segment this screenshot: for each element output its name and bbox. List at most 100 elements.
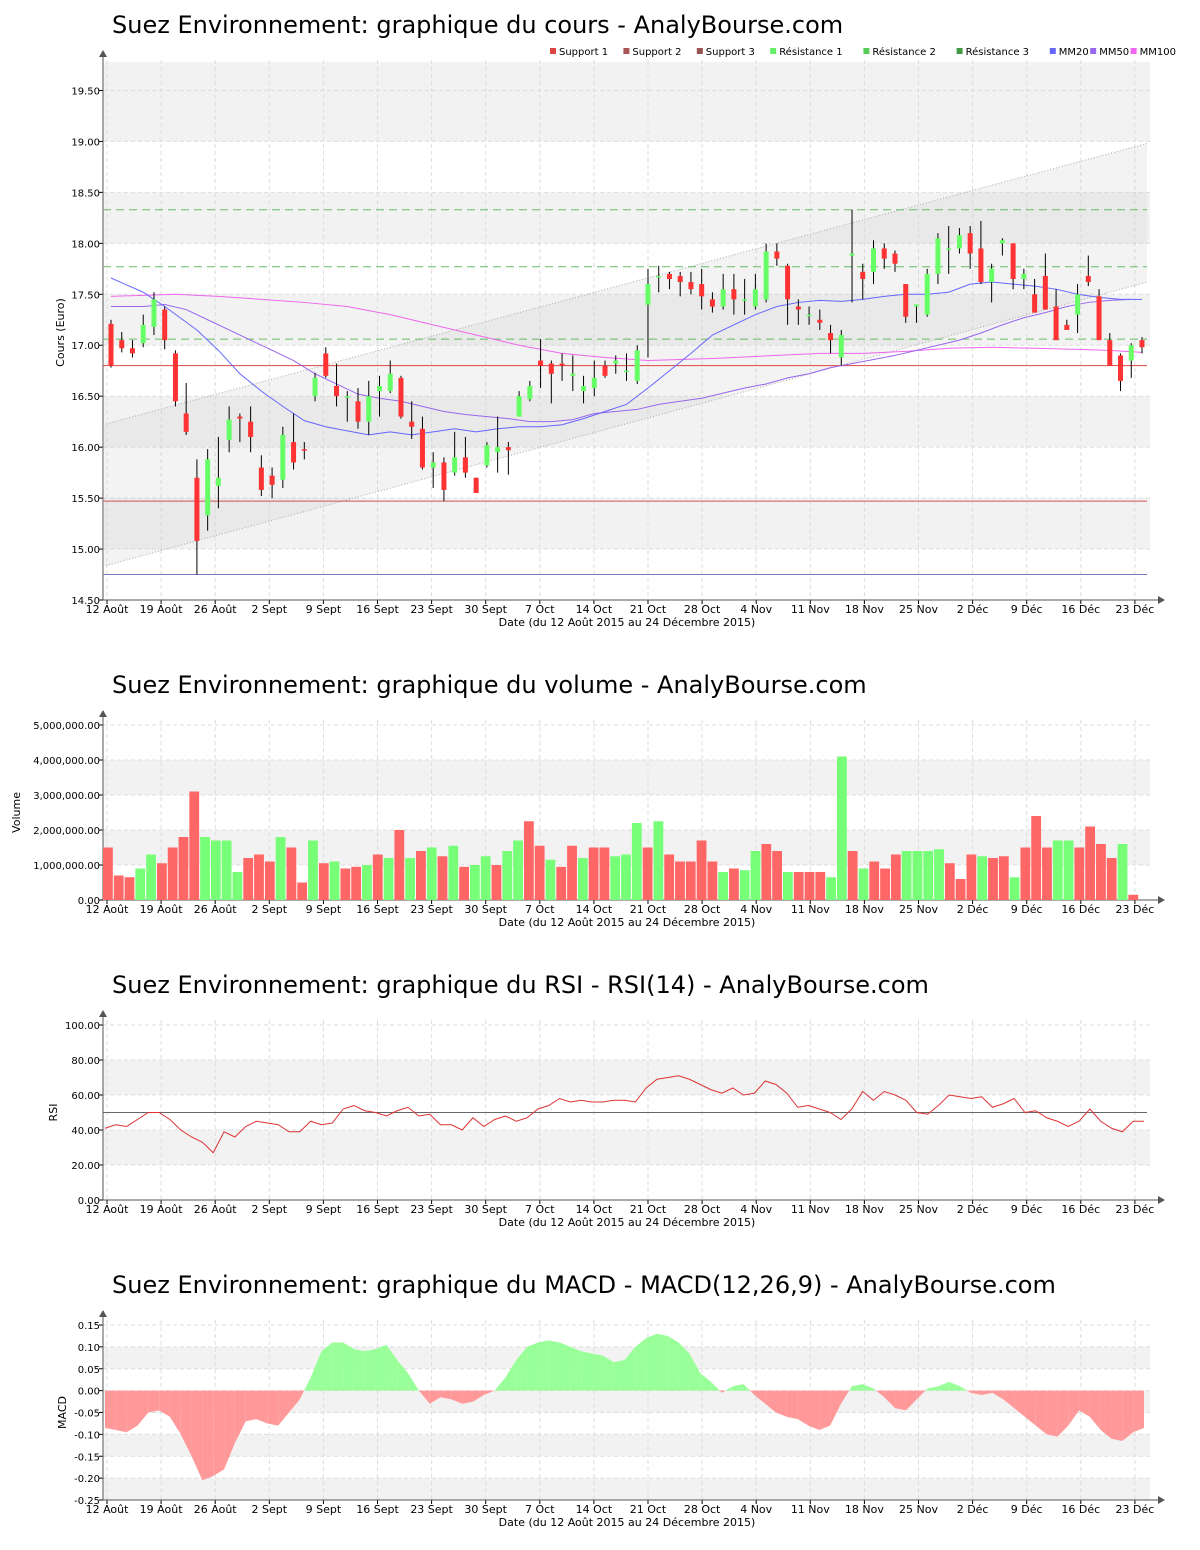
candle-body [398, 377, 404, 417]
macd-area [656, 1333, 668, 1391]
candle-body [258, 467, 264, 490]
macd-area [613, 1360, 625, 1391]
candle-body [688, 282, 694, 290]
x-tick-label: 2 Déc [957, 903, 989, 916]
candle-body [387, 373, 393, 392]
macd-area [537, 1340, 549, 1391]
candle-body [484, 445, 490, 466]
volume-bar [1009, 877, 1020, 900]
macd-area [245, 1390, 257, 1422]
grid-band [103, 1130, 1150, 1165]
legend-swatch [1130, 48, 1137, 54]
legend-label: Résistance 1 [779, 46, 842, 58]
volume-bar [955, 879, 966, 900]
x-tick-label: 30 Sept [464, 1203, 507, 1216]
volume-bar [923, 851, 934, 900]
macd-area [234, 1390, 246, 1444]
macd-area [721, 1390, 726, 1393]
y-tick-label: 40.00 [71, 1126, 100, 1137]
legend-swatch [623, 48, 630, 54]
y-tick-label: -0.15 [74, 1452, 100, 1463]
y-axis-label: MACD [56, 1396, 69, 1429]
y-axis-arrow [99, 50, 107, 57]
y-tick-label: 60.00 [71, 1091, 100, 1102]
x-tick-label: 19 Août [140, 1503, 184, 1516]
macd-area [862, 1384, 874, 1391]
candle-body [495, 447, 501, 453]
macd-area [851, 1384, 863, 1391]
x-tick-label: 16 Sept [356, 1503, 399, 1516]
candle-body [860, 271, 866, 279]
candle-body [624, 370, 629, 373]
candle-body [441, 462, 447, 490]
candle-body [269, 475, 275, 485]
volume-bar [631, 823, 642, 900]
x-tick-label: 4 Nov [740, 603, 772, 616]
volume-bar [1042, 847, 1052, 900]
candle-body [613, 360, 619, 364]
y-tick-label: 16.00 [71, 443, 100, 454]
macd-area [667, 1335, 679, 1391]
macd-area [743, 1384, 751, 1391]
volume-bar [459, 866, 469, 900]
volume-bar [1096, 844, 1106, 900]
x-tick-label: 9 Déc [1011, 603, 1043, 616]
macd-area [310, 1351, 322, 1391]
volume-bar [826, 877, 836, 900]
legend-swatch [770, 48, 777, 54]
x-tick-label: 19 Août [140, 1203, 184, 1216]
volume-bar [210, 840, 221, 900]
x-tick-label: 12 Août [86, 1203, 130, 1216]
x-tick-label: 26 Août [194, 603, 238, 616]
volume-bar [653, 821, 664, 900]
grid-band [103, 1478, 1150, 1500]
volume-bar [124, 877, 135, 900]
candle-body [452, 457, 458, 473]
macd-area [581, 1351, 593, 1391]
x-tick-label: 21 Oct [630, 1203, 667, 1216]
x-tick-label: 7 Oct [525, 903, 555, 916]
volume-bar [707, 861, 718, 900]
macd-area [288, 1390, 300, 1413]
candle-body [516, 396, 522, 417]
candle-body [709, 299, 715, 307]
macd-area [1122, 1390, 1134, 1441]
x-tick-label: 18 Nov [845, 603, 884, 616]
macd-area [472, 1390, 484, 1402]
y-tick-label: 14.50 [71, 596, 100, 607]
macd-area [516, 1346, 528, 1391]
volume-bar [329, 861, 340, 900]
candle-body [119, 340, 125, 349]
x-tick-label: 2 Déc [957, 1503, 989, 1516]
y-axis-label: Cours (Euro) [54, 298, 67, 367]
y-tick-label: 20.00 [71, 1161, 100, 1172]
macd-area [278, 1390, 289, 1426]
macd-area [1003, 1390, 1015, 1409]
x-tick-label: 9 Sept [306, 903, 342, 916]
volume-bar [901, 851, 912, 900]
y-tick-label: 0.00 [78, 896, 100, 907]
candle-body [634, 350, 640, 381]
volume-bar [944, 863, 955, 900]
volume-bar [135, 868, 146, 900]
x-tick-label: 21 Oct [630, 603, 667, 616]
macd-area [408, 1373, 419, 1391]
x-tick-label: 21 Oct [630, 903, 667, 916]
candle-body [559, 363, 565, 366]
candle-body [999, 240, 1005, 244]
volume-bar [243, 858, 254, 900]
candle-body [419, 428, 425, 468]
legend-swatch [550, 48, 556, 54]
candle-body [656, 275, 662, 278]
macd-area [483, 1390, 495, 1395]
macd-area [916, 1390, 926, 1400]
candle-body [752, 289, 758, 307]
macd-area [105, 1390, 116, 1430]
macd-area [440, 1390, 452, 1400]
x-axis-arrow [1158, 896, 1165, 904]
candle-body [183, 413, 189, 432]
candle-body [312, 377, 318, 397]
volume-bar [405, 858, 416, 900]
volume-bar [362, 865, 372, 900]
macd-area [776, 1390, 787, 1417]
